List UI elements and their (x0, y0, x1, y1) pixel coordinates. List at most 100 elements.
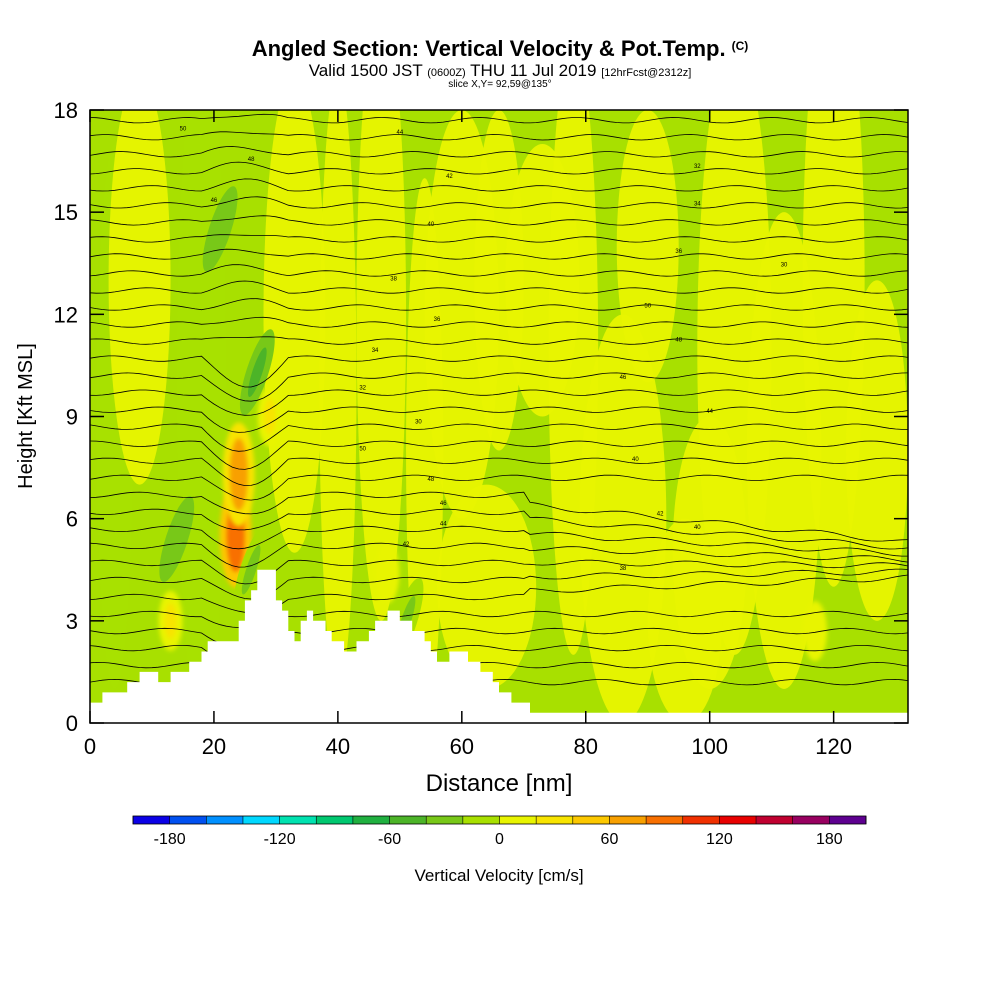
isentrope-line (90, 423, 908, 452)
updraft-core (229, 438, 248, 511)
contour-label: 40 (427, 222, 434, 228)
velocity-patch (319, 110, 357, 689)
y-tick-label: 3 (66, 609, 78, 634)
contour-label: 32 (694, 164, 701, 170)
isentrope-line (90, 234, 908, 243)
x-tick-label: 80 (574, 734, 598, 759)
colorbar-segment (756, 816, 793, 824)
isentrope-line (90, 568, 908, 600)
isentrope-line (90, 178, 908, 192)
colorbar-segment (426, 816, 464, 824)
velocity-patch (846, 280, 908, 621)
colorbar-tick-label: -180 (154, 831, 186, 848)
velocity-patch (579, 314, 667, 723)
title-mark: (C) (731, 39, 749, 53)
contour-label: 44 (706, 409, 713, 415)
x-tick-label: 20 (202, 734, 226, 759)
terrain-mask (90, 569, 908, 723)
colorbar-segment (682, 816, 720, 824)
colorbar-segment (352, 816, 390, 824)
contour-label: 38 (620, 566, 627, 572)
isentrope-line (90, 440, 908, 470)
colorbar-segment (242, 816, 280, 824)
isentrope-line (90, 248, 908, 260)
colorbar-tick-label: 60 (601, 831, 619, 848)
isentrope-line (90, 457, 908, 487)
contour-label: 50 (359, 447, 366, 453)
velocity-patch (437, 484, 537, 689)
valid-prefix: Valid 1500 JST (308, 61, 423, 80)
contour-label: 46 (620, 375, 627, 381)
contour-label: 48 (427, 477, 434, 483)
contour-label: 42 (657, 511, 664, 517)
colorbar-tick-label: 0 (495, 831, 504, 848)
contour-label: 48 (675, 338, 682, 344)
colorbar-label: Vertical Velocity [cm/s] (414, 866, 583, 885)
velocity-patch (616, 110, 679, 383)
x-tick-label: 100 (691, 734, 728, 759)
isentrope-line (90, 316, 908, 328)
downdraft-core (210, 204, 230, 254)
isentrope-line (90, 508, 908, 550)
isentrope-line (90, 215, 908, 226)
colorbar-segment (609, 816, 647, 824)
updraft-core (381, 555, 394, 592)
chart-title: Angled Section: Vertical Velocity & Pot.… (0, 36, 1000, 62)
y-tick-label: 6 (66, 507, 78, 532)
isentrope-line (90, 336, 908, 345)
colorbar-tick-label: 120 (706, 831, 733, 848)
velocity-patch (108, 110, 171, 485)
colorbar-tick-label: -60 (378, 831, 401, 848)
velocity-patch (647, 518, 723, 723)
isentrope-line (90, 574, 908, 614)
isentrope-line (90, 372, 908, 402)
colorbar-tick-label: -120 (264, 831, 296, 848)
contour-label: 30 (415, 419, 422, 425)
contour-label: 42 (403, 542, 410, 548)
y-tick-label: 9 (66, 405, 78, 430)
valid-zulu: (0600Z) (427, 67, 466, 79)
contour-label: 44 (440, 521, 447, 527)
downdraft-core (247, 347, 267, 398)
isentrope-line (90, 525, 908, 557)
forecast-label: [12hrFcst@2312z] (601, 67, 692, 79)
x-axis-label: Distance [nm] (426, 770, 573, 797)
chart-subtitle: Valid 1500 JST (0600Z) THU 11 Jul 2019 [… (0, 61, 1000, 81)
isentrope-line (90, 131, 908, 141)
y-axis-label: Height [Kft MSL] (15, 343, 37, 489)
contour-label: 40 (632, 457, 639, 463)
colorbar-segment (133, 816, 170, 824)
contour-label: 48 (248, 157, 255, 163)
colorbar-segment (206, 816, 244, 824)
colorbar-segment (719, 816, 757, 824)
y-tick-label: 0 (66, 711, 78, 736)
contour-label: 32 (359, 385, 366, 391)
isentrope-line (90, 542, 908, 568)
colorbar-segment (792, 816, 830, 824)
isentrope-line (90, 280, 908, 294)
potential-temperature-contours: 50 48 46 44 42 40 38 36 34 32 30 50 48 46 44 42 40 38 36 34… (90, 113, 908, 699)
isentrope-line (90, 474, 908, 501)
colorbar-segment (536, 816, 574, 824)
isentrope-line (90, 559, 908, 585)
isentrope-line (90, 298, 908, 311)
colorbar: -180 -120 -60 0 60 120 180 (132, 815, 867, 848)
contour-label: 42 (446, 174, 453, 180)
colorbar-segment (462, 816, 500, 824)
updraft-core (164, 602, 177, 639)
isentrope-line (90, 161, 908, 175)
slice-label: slice X,Y= 92,59@135° (448, 79, 552, 90)
velocity-patch (356, 110, 407, 621)
contour-label: 50 (644, 304, 651, 310)
contour-label: 40 (694, 525, 701, 531)
valid-date: THU 11 Jul 2019 (470, 61, 597, 80)
colorbar-segment (169, 816, 207, 824)
contour-label: 36 (434, 317, 441, 323)
x-tick-label: 120 (815, 734, 852, 759)
isentrope-line (90, 146, 908, 158)
downdraft-core (241, 544, 261, 595)
isentrope-line (90, 264, 908, 277)
isentrope-line (90, 491, 908, 542)
colorbar-segment (279, 816, 317, 824)
